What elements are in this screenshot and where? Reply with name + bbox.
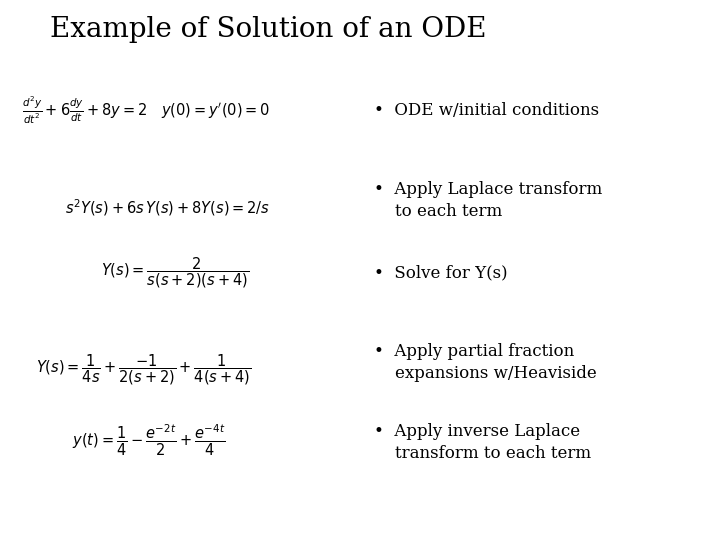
Text: •  ODE w/initial conditions: • ODE w/initial conditions bbox=[374, 102, 600, 119]
Text: •  Apply Laplace transform
    to each term: • Apply Laplace transform to each term bbox=[374, 181, 603, 220]
Text: $\frac{d^2y}{dt^2} + 6\frac{dy}{dt} + 8y = 2 \quad y(0) = y'(0) = 0$: $\frac{d^2y}{dt^2} + 6\frac{dy}{dt} + 8y… bbox=[22, 95, 270, 126]
Text: $s^2 Y(s) + 6s\, Y(s) + 8Y(s) = 2/s$: $s^2 Y(s) + 6s\, Y(s) + 8Y(s) = 2/s$ bbox=[65, 198, 270, 218]
Text: $Y(s) = \dfrac{2}{s(s+2)(s+4)}$: $Y(s) = \dfrac{2}{s(s+2)(s+4)}$ bbox=[101, 255, 249, 290]
Text: •  Solve for Y(s): • Solve for Y(s) bbox=[374, 264, 508, 281]
Text: $y(t) = \dfrac{1}{4} - \dfrac{e^{-2t}}{2} + \dfrac{e^{-4t}}{4}$: $y(t) = \dfrac{1}{4} - \dfrac{e^{-2t}}{2… bbox=[72, 422, 225, 458]
Text: •  Apply inverse Laplace
    transform to each term: • Apply inverse Laplace transform to eac… bbox=[374, 423, 592, 462]
Text: Example of Solution of an ODE: Example of Solution of an ODE bbox=[50, 16, 487, 43]
Text: $Y(s) = \dfrac{1}{4s} + \dfrac{-1}{2(s+2)} + \dfrac{1}{4(s+4)}$: $Y(s) = \dfrac{1}{4s} + \dfrac{-1}{2(s+2… bbox=[36, 353, 251, 387]
Text: •  Apply partial fraction
    expansions w/Heaviside: • Apply partial fraction expansions w/He… bbox=[374, 343, 597, 382]
